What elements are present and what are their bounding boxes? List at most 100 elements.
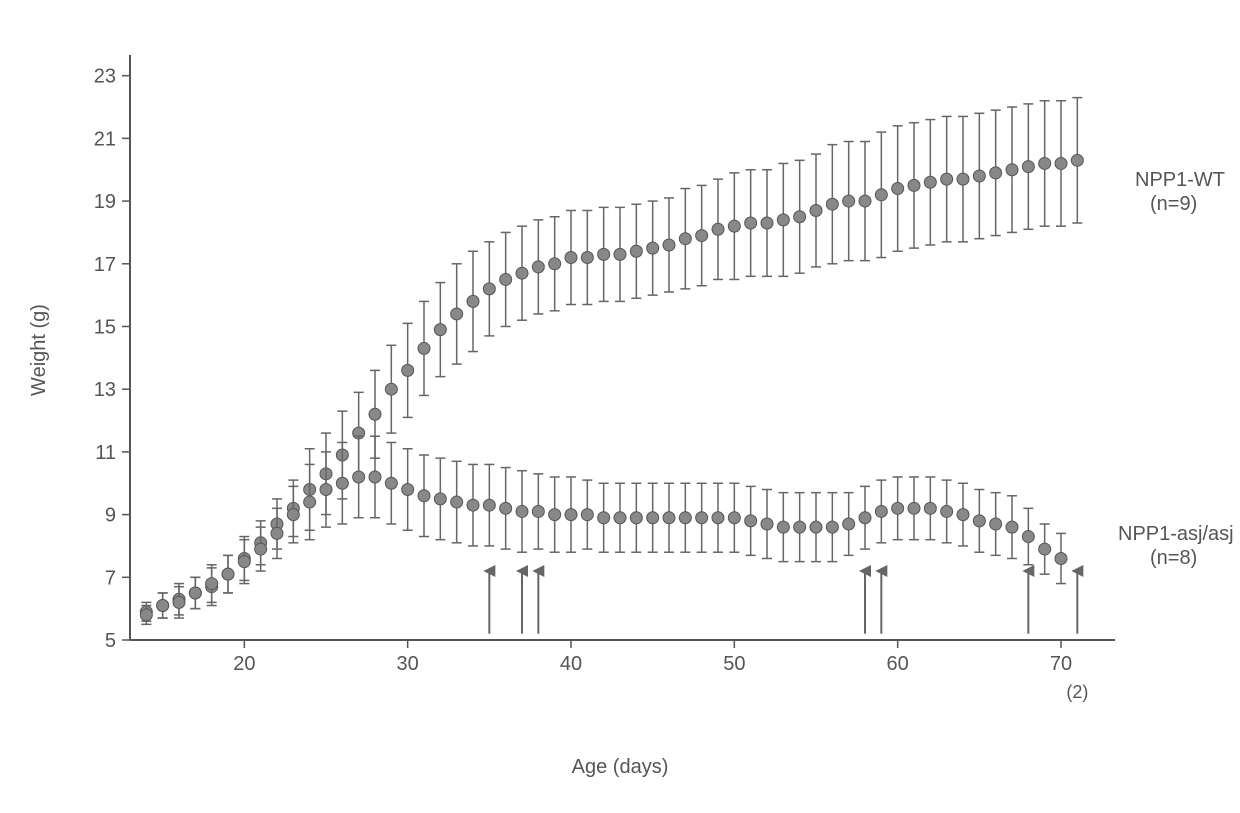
data-point xyxy=(663,512,675,524)
data-point xyxy=(924,502,936,514)
series-n-wt: (n=9) xyxy=(1150,193,1197,215)
data-point xyxy=(777,521,789,533)
data-point xyxy=(434,493,446,505)
data-point xyxy=(255,543,267,555)
data-point xyxy=(614,248,626,260)
data-point xyxy=(598,248,610,260)
x-tick-label: 30 xyxy=(397,653,419,675)
data-point xyxy=(924,176,936,188)
data-point xyxy=(875,189,887,201)
data-point xyxy=(941,173,953,185)
data-point xyxy=(728,512,740,524)
x-axis-label: Age (days) xyxy=(572,756,669,778)
data-point xyxy=(990,518,1002,530)
data-point xyxy=(679,512,691,524)
data-point xyxy=(483,283,495,295)
data-point xyxy=(712,512,724,524)
data-point xyxy=(549,509,561,521)
data-point xyxy=(206,578,218,590)
data-point xyxy=(304,496,316,508)
data-point xyxy=(843,195,855,207)
data-point xyxy=(892,502,904,514)
data-point xyxy=(908,502,920,514)
data-point xyxy=(745,217,757,229)
data-point xyxy=(679,233,691,245)
data-point xyxy=(385,477,397,489)
data-point xyxy=(647,242,659,254)
data-point xyxy=(1039,157,1051,169)
data-point xyxy=(189,587,201,599)
data-point xyxy=(1006,521,1018,533)
data-point xyxy=(1006,164,1018,176)
data-point xyxy=(630,245,642,257)
data-point xyxy=(353,471,365,483)
data-point xyxy=(173,596,185,608)
series-n-asj: (n=8) xyxy=(1150,547,1197,569)
data-point xyxy=(810,521,822,533)
data-point xyxy=(859,512,871,524)
data-point xyxy=(614,512,626,524)
data-point xyxy=(467,295,479,307)
data-point xyxy=(516,505,528,517)
data-point xyxy=(369,471,381,483)
series-label-wt: NPP1-WT xyxy=(1135,169,1225,191)
data-point xyxy=(728,220,740,232)
data-point xyxy=(1071,154,1083,166)
data-point xyxy=(222,568,234,580)
data-point xyxy=(467,499,479,511)
data-point xyxy=(598,512,610,524)
data-point xyxy=(973,170,985,182)
data-point xyxy=(565,509,577,521)
y-tick-label: 21 xyxy=(94,128,116,150)
data-point xyxy=(826,521,838,533)
y-tick-label: 17 xyxy=(94,254,116,276)
data-point xyxy=(434,324,446,336)
chart-bg xyxy=(0,0,1240,813)
y-axis-label: Weight (g) xyxy=(28,304,50,396)
data-point xyxy=(843,518,855,530)
data-point xyxy=(761,217,773,229)
data-point xyxy=(1022,531,1034,543)
y-tick-label: 15 xyxy=(94,316,116,338)
data-point xyxy=(1055,552,1067,564)
arrow-note: (2) xyxy=(1066,682,1088,702)
x-tick-label: 50 xyxy=(723,653,745,675)
x-tick-label: 20 xyxy=(233,653,255,675)
data-point xyxy=(549,258,561,270)
data-point xyxy=(826,198,838,210)
data-point xyxy=(385,383,397,395)
y-tick-label: 5 xyxy=(105,630,116,652)
y-tick-label: 9 xyxy=(105,505,116,527)
data-point xyxy=(777,214,789,226)
data-point xyxy=(892,183,904,195)
data-point xyxy=(287,509,299,521)
data-point xyxy=(630,512,642,524)
data-point xyxy=(696,230,708,242)
data-point xyxy=(1055,157,1067,169)
data-point xyxy=(451,308,463,320)
data-point xyxy=(581,252,593,264)
data-point xyxy=(647,512,659,524)
data-point xyxy=(957,509,969,521)
data-point xyxy=(794,211,806,223)
data-point xyxy=(157,600,169,612)
y-tick-label: 11 xyxy=(95,442,116,464)
y-tick-label: 13 xyxy=(94,379,116,401)
data-point xyxy=(859,195,871,207)
data-point xyxy=(500,502,512,514)
data-point xyxy=(320,484,332,496)
data-point xyxy=(451,496,463,508)
data-point xyxy=(696,512,708,524)
weight-vs-age-chart: 57911131517192123203040506070Age (days)W… xyxy=(0,0,1240,813)
data-point xyxy=(402,364,414,376)
data-point xyxy=(402,484,414,496)
x-tick-label: 70 xyxy=(1050,653,1072,675)
y-tick-label: 7 xyxy=(105,567,116,589)
data-point xyxy=(875,505,887,517)
data-point xyxy=(418,342,430,354)
data-point xyxy=(565,252,577,264)
data-point xyxy=(483,499,495,511)
data-point xyxy=(336,477,348,489)
data-point xyxy=(581,509,593,521)
data-point xyxy=(271,527,283,539)
